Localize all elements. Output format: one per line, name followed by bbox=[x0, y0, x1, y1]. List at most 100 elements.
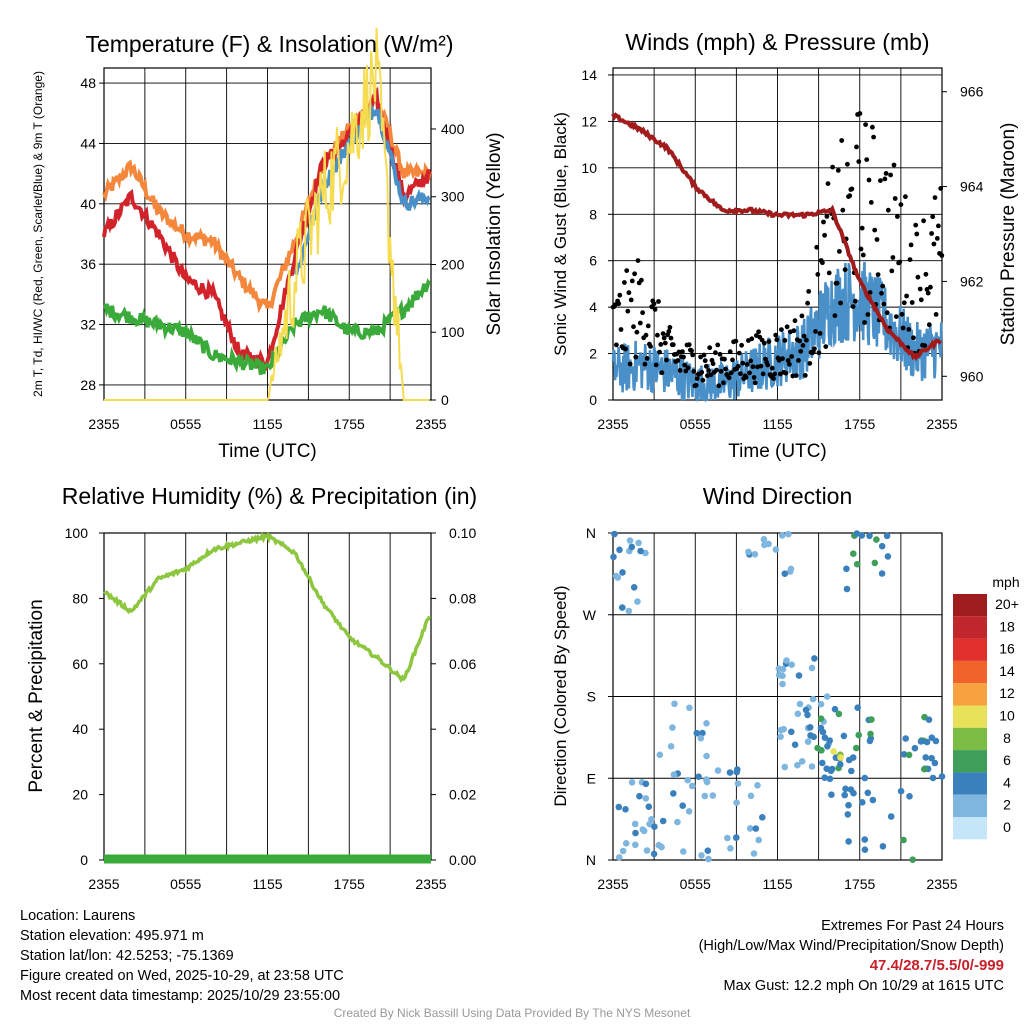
gust-point bbox=[701, 352, 707, 358]
gust-point bbox=[748, 358, 754, 364]
x-axis-label: Time (UTC) bbox=[728, 441, 827, 462]
direction-point bbox=[628, 543, 636, 551]
y-right-tick-label: 960 bbox=[960, 368, 984, 384]
direction-point bbox=[659, 817, 667, 825]
gust-point bbox=[700, 377, 706, 383]
y-right-axis-label: Solar Insolation (Yellow) bbox=[484, 132, 505, 335]
gust-point bbox=[863, 122, 868, 127]
direction-point bbox=[840, 732, 848, 740]
gust-point bbox=[854, 144, 859, 150]
legend-swatch bbox=[953, 772, 987, 795]
gust-point bbox=[733, 338, 739, 344]
gust-point bbox=[860, 252, 866, 258]
gust-point bbox=[717, 351, 723, 357]
direction-point bbox=[796, 700, 804, 708]
gust-point bbox=[766, 339, 772, 344]
elevation-text: Station elevation: 495.971 m bbox=[20, 928, 204, 944]
legend-swatch bbox=[953, 794, 987, 817]
direction-point bbox=[705, 855, 712, 863]
gust-point bbox=[707, 345, 713, 351]
gust-point bbox=[730, 357, 735, 363]
direction-point bbox=[866, 737, 874, 745]
gust-point bbox=[677, 368, 683, 373]
direction-point bbox=[844, 811, 852, 818]
x-tick-label: 2355 bbox=[926, 416, 957, 432]
gust-point bbox=[666, 329, 672, 334]
gust-point bbox=[727, 349, 733, 355]
gust-point bbox=[756, 329, 761, 335]
gust-point bbox=[617, 292, 623, 298]
direction-point bbox=[779, 680, 786, 688]
direction-point bbox=[868, 716, 875, 723]
gust-point bbox=[682, 362, 688, 368]
gust-point bbox=[802, 373, 808, 378]
direction-point bbox=[850, 789, 857, 797]
direction-point bbox=[698, 852, 705, 859]
gust-point bbox=[715, 342, 721, 348]
gust-point bbox=[643, 332, 649, 338]
gust-point bbox=[816, 350, 822, 356]
direction-point bbox=[843, 585, 851, 593]
direction-point bbox=[637, 547, 644, 555]
gust-point bbox=[815, 272, 821, 277]
gust-point bbox=[685, 365, 691, 371]
direction-point bbox=[724, 834, 731, 842]
x-tick-label: 2355 bbox=[926, 876, 957, 892]
direction-point bbox=[734, 780, 742, 787]
direction-point bbox=[625, 607, 633, 615]
gust-point bbox=[726, 375, 732, 381]
gust-point bbox=[839, 138, 845, 143]
legend-label: 4 bbox=[1003, 774, 1011, 790]
x-tick-label: 2355 bbox=[415, 876, 446, 892]
legend-swatch bbox=[953, 638, 987, 661]
gust-point bbox=[655, 332, 660, 338]
gust-point bbox=[878, 178, 883, 184]
x-tick-label: 0555 bbox=[680, 876, 711, 892]
gust-point bbox=[740, 360, 746, 366]
legend-swatch bbox=[953, 616, 987, 639]
gust-point bbox=[667, 325, 673, 330]
gust-point bbox=[644, 356, 650, 361]
direction-point bbox=[783, 657, 790, 664]
direction-point bbox=[843, 565, 850, 573]
gust-point bbox=[939, 253, 945, 258]
x-tick-label: 1755 bbox=[844, 416, 875, 432]
direction-point bbox=[747, 792, 755, 800]
gust-point bbox=[880, 283, 886, 289]
gust-point bbox=[659, 370, 665, 376]
legend-swatch bbox=[953, 705, 987, 728]
recent-data-text: Most recent data timestamp: 2025/10/29 2… bbox=[20, 988, 341, 1004]
direction-point bbox=[911, 744, 919, 752]
x-axis-label: Time (UTC) bbox=[218, 441, 317, 462]
gust-point bbox=[716, 383, 722, 389]
y-right-tick-label: 0 bbox=[441, 392, 449, 408]
x-tick-label: 2355 bbox=[415, 416, 446, 432]
direction-point bbox=[699, 729, 706, 737]
gust-point bbox=[713, 350, 718, 356]
gust-point bbox=[813, 329, 818, 334]
gust-point bbox=[820, 260, 825, 266]
gust-point bbox=[634, 329, 640, 335]
direction-point bbox=[684, 776, 691, 784]
gust-point bbox=[801, 333, 807, 339]
gust-point bbox=[632, 271, 637, 277]
gust-point bbox=[652, 307, 658, 312]
direction-point bbox=[931, 759, 939, 767]
direction-point bbox=[751, 551, 759, 558]
y-right-tick-label: 0.02 bbox=[449, 787, 476, 803]
gust-point bbox=[787, 361, 792, 367]
direction-point bbox=[905, 751, 913, 759]
gust-point bbox=[668, 335, 674, 341]
direction-point bbox=[670, 771, 678, 778]
gust-point bbox=[862, 320, 867, 325]
direction-point bbox=[674, 818, 681, 826]
gust-point bbox=[796, 358, 801, 363]
gust-point bbox=[750, 364, 756, 370]
direction-point bbox=[809, 695, 817, 703]
legend-label: 8 bbox=[1003, 730, 1011, 746]
series-rh bbox=[103, 531, 432, 684]
extremes-title: Extremes For Past 24 Hours bbox=[821, 918, 1004, 934]
y-tick-label: 12 bbox=[581, 113, 597, 129]
gust-point bbox=[847, 193, 853, 199]
direction-point bbox=[849, 754, 857, 761]
